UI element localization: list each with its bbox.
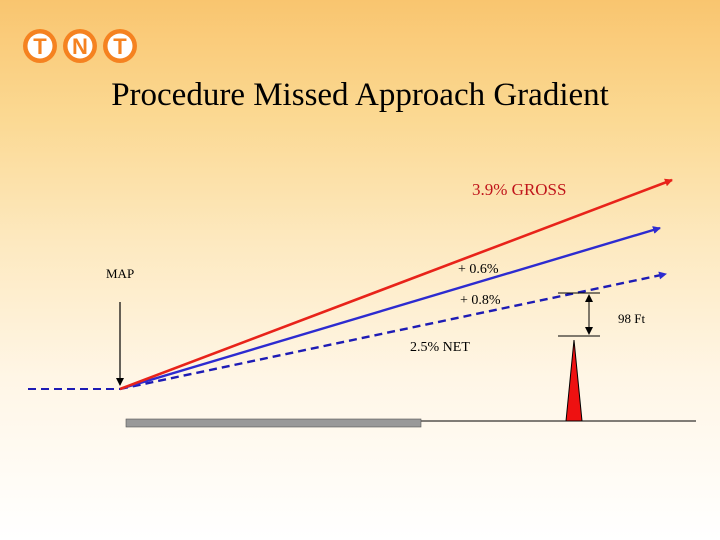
slide-title: Procedure Missed Approach Gradient [111,77,609,113]
clearance-label: 98 Ft [618,311,646,326]
logo-letter-t2: T [113,34,127,59]
gross-label: 3.9% GROSS [472,180,567,199]
net-gradient-line [119,271,667,391]
logo-t1: T [23,29,57,63]
gross-gradient-line [119,178,673,391]
logo-letter-t1: T [33,34,47,59]
logo-t2: T [103,29,137,63]
runway [125,418,422,428]
plus-0-6-label: + 0.6% [458,262,499,277]
logo-letter-n: N [72,34,88,59]
obstacle [565,339,583,422]
logo-n: N [63,29,97,63]
plus-0-8-label: + 0.8% [460,293,501,308]
map-label: MAP [106,266,135,281]
tnt-logo: T N T [23,29,137,63]
net-label: 2.5% NET [410,340,470,355]
gradient-line [119,226,661,391]
